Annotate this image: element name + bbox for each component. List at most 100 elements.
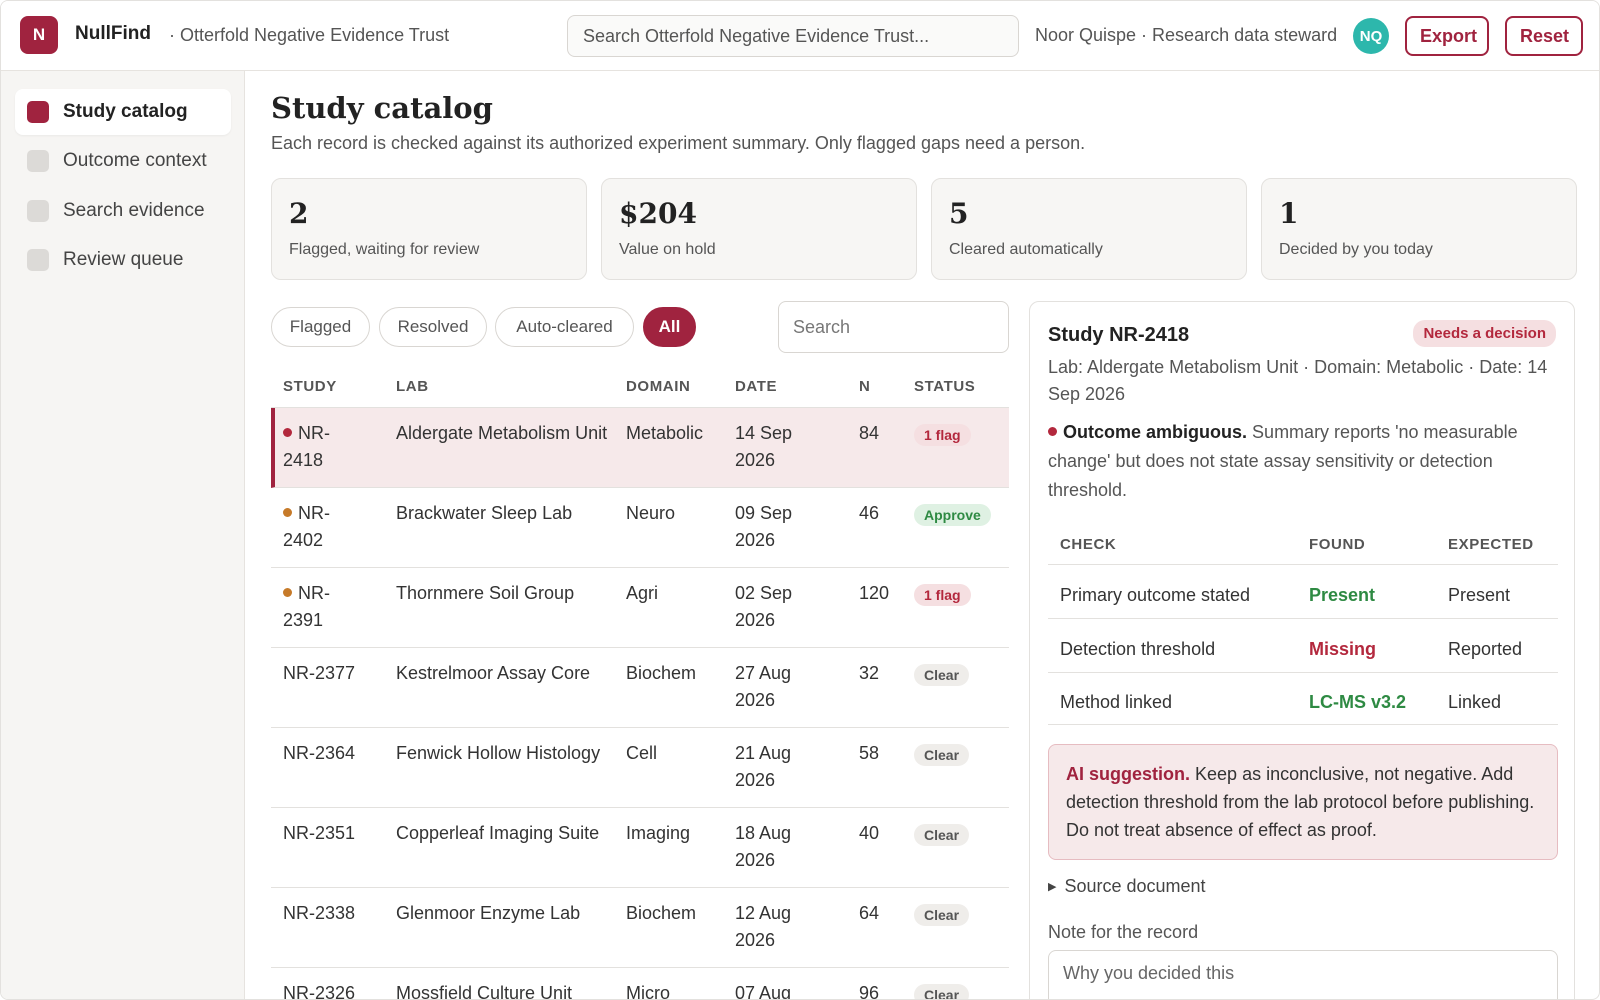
status-badge: 1 flag	[914, 424, 971, 446]
reset-button[interactable]: Reset	[1505, 16, 1583, 56]
column-header-status[interactable]: STATUS	[914, 378, 976, 395]
ai-suggestion-text: Keep as inconclusive, not negative. Add …	[1066, 764, 1535, 840]
status-badge: Needs a decision	[1413, 320, 1556, 347]
sidebar-item-label: Study catalog	[63, 101, 188, 122]
divider	[1048, 724, 1558, 725]
table-row[interactable]: NR-2338 Glenmoor Enzyme Lab Biochem 12 A…	[271, 888, 1009, 968]
divider	[1048, 672, 1558, 673]
lab-cell: Brackwater Sleep Lab	[396, 503, 573, 523]
sidebar-item-search-evidence[interactable]: Search evidence	[15, 188, 231, 234]
page-subtitle: Each record is checked against its autho…	[271, 133, 1086, 153]
stat-label: Decided by you today	[1279, 241, 1433, 258]
study-id-cell: NR-2391	[283, 583, 330, 630]
date-cell: 14 Sep 2026	[735, 423, 793, 470]
found-column-header: FOUND	[1309, 536, 1366, 553]
n-cell: 46	[859, 503, 880, 523]
note-label: Note for the record	[1048, 922, 1199, 942]
disclosure-triangle-icon: ▶	[1048, 881, 1057, 893]
check-column-header: CHECK	[1060, 536, 1117, 553]
detail-meta: Lab: Aldergate Metabolism Unit · Domain:…	[1048, 357, 1548, 404]
table-row[interactable]: NR-2402 Brackwater Sleep Lab Neuro 09 Se…	[271, 488, 1009, 568]
check-name: Primary outcome stated	[1060, 585, 1251, 605]
column-header-study[interactable]: STUDY	[283, 378, 337, 395]
search-evidence-icon	[27, 200, 49, 222]
filter-flagged[interactable]: Flagged	[271, 307, 370, 347]
stat-card-value-on-hold: $204 Value on hold	[601, 178, 917, 280]
column-header-n[interactable]: N	[859, 378, 871, 395]
stat-card-flagged: 2 Flagged, waiting for review	[271, 178, 587, 280]
status-badge: Approve	[914, 504, 991, 526]
table-row[interactable]: NR-2326 Mossfield Culture Unit Micro 07 …	[271, 968, 1009, 1000]
export-button[interactable]: Export	[1405, 16, 1489, 56]
status-badge: Clear	[914, 664, 970, 686]
table-row[interactable]: NR-2377 Kestrelmoor Assay Core Biochem 2…	[271, 648, 1009, 728]
sidebar-item-review-queue[interactable]: Review queue	[15, 237, 231, 283]
sidebar-item-study-catalog[interactable]: Study catalog	[15, 89, 231, 135]
finding: Outcome ambiguous. Summary reports 'no m…	[1048, 418, 1558, 505]
column-header-lab[interactable]: LAB	[396, 378, 429, 395]
lab-cell: Kestrelmoor Assay Core	[396, 663, 591, 683]
study-id-cell: NR-2402	[283, 503, 330, 550]
date-cell: 09 Sep 2026	[735, 503, 793, 550]
domain-cell: Biochem	[626, 903, 697, 923]
date-cell: 27 Aug 2026	[735, 663, 792, 710]
avatar[interactable]: NQ	[1353, 18, 1389, 54]
ai-suggestion: AI suggestion. Keep as inconclusive, not…	[1048, 744, 1558, 860]
stat-label: Value on hold	[619, 241, 716, 258]
page-title: Study catalog	[271, 91, 493, 125]
study-id-cell: NR-2338	[283, 903, 356, 923]
status-badge: 1 flag	[914, 584, 971, 606]
user-info: Noor Quispe · Research data steward	[1035, 25, 1338, 45]
domain-cell: Neuro	[626, 503, 676, 523]
filter-all[interactable]: All	[643, 307, 696, 347]
domain-cell: Micro	[626, 983, 670, 1000]
n-cell: 58	[859, 743, 880, 763]
filter-resolved[interactable]: Resolved	[379, 307, 487, 347]
note-input[interactable]	[1048, 950, 1558, 999]
table-row[interactable]: NR-2364 Fenwick Hollow Histology Cell 21…	[271, 728, 1009, 808]
check-found: Missing	[1309, 639, 1377, 659]
check-expected: Reported	[1448, 639, 1523, 659]
check-name: Method linked	[1060, 692, 1173, 712]
n-cell: 64	[859, 903, 880, 923]
divider	[1048, 618, 1558, 619]
global-search-input[interactable]	[567, 15, 1019, 57]
table-row[interactable]: NR-2391 Thornmere Soil Group Agri 02 Sep…	[271, 568, 1009, 648]
check-expected: Linked	[1448, 692, 1502, 712]
column-header-date[interactable]: DATE	[735, 378, 778, 395]
stat-card-decided: 1 Decided by you today	[1261, 178, 1577, 280]
n-cell: 84	[859, 423, 880, 443]
domain-cell: Agri	[626, 583, 659, 603]
finding-text: Summary reports 'no measurable change' b…	[1048, 422, 1518, 500]
study-catalog-icon	[27, 101, 49, 123]
flag-dot-icon	[283, 428, 292, 437]
n-cell: 120	[859, 583, 890, 603]
lab-cell: Copperleaf Imaging Suite	[396, 823, 600, 843]
stat-card-cleared: 5 Cleared automatically	[931, 178, 1247, 280]
top-bar: N NullFind · Otterfold Negative Evidence…	[1, 1, 1599, 71]
column-header-domain[interactable]: DOMAIN	[626, 378, 691, 395]
study-id-cell: NR-2418	[283, 423, 330, 470]
filter-auto-cleared[interactable]: Auto-cleared	[495, 307, 634, 347]
sidebar-item-label: Review queue	[63, 249, 184, 270]
sidebar-item-label: Outcome context	[63, 150, 207, 171]
table-search-input[interactable]	[778, 301, 1009, 353]
lab-cell: Mossfield Culture Unit	[396, 983, 573, 1000]
finding-title: Outcome ambiguous.	[1063, 422, 1248, 442]
source-document-label: Source document	[1064, 876, 1206, 896]
domain-cell: Metabolic	[626, 423, 704, 443]
status-badge: Clear	[914, 904, 970, 926]
detail-title: Study NR-2418	[1048, 324, 1190, 346]
org-name: · Otterfold Negative Evidence Trust	[169, 25, 450, 45]
table-row[interactable]: NR-2351 Copperleaf Imaging Suite Imaging…	[271, 808, 1009, 888]
app-logo: N	[20, 16, 58, 54]
sidebar-item-outcome-context[interactable]: Outcome context	[15, 138, 231, 184]
check-found: Present	[1309, 585, 1376, 605]
source-document-toggle[interactable]: ▶ Source document	[1048, 876, 1206, 897]
date-cell: 02 Sep 2026	[735, 583, 793, 630]
stat-label: Flagged, waiting for review	[289, 241, 480, 258]
lab-cell: Thornmere Soil Group	[396, 583, 575, 603]
date-cell: 07 Aug	[735, 983, 792, 1000]
table-row[interactable]: NR-2418 Aldergate Metabolism Unit Metabo…	[271, 408, 1009, 488]
expected-column-header: EXPECTED	[1448, 536, 1534, 553]
